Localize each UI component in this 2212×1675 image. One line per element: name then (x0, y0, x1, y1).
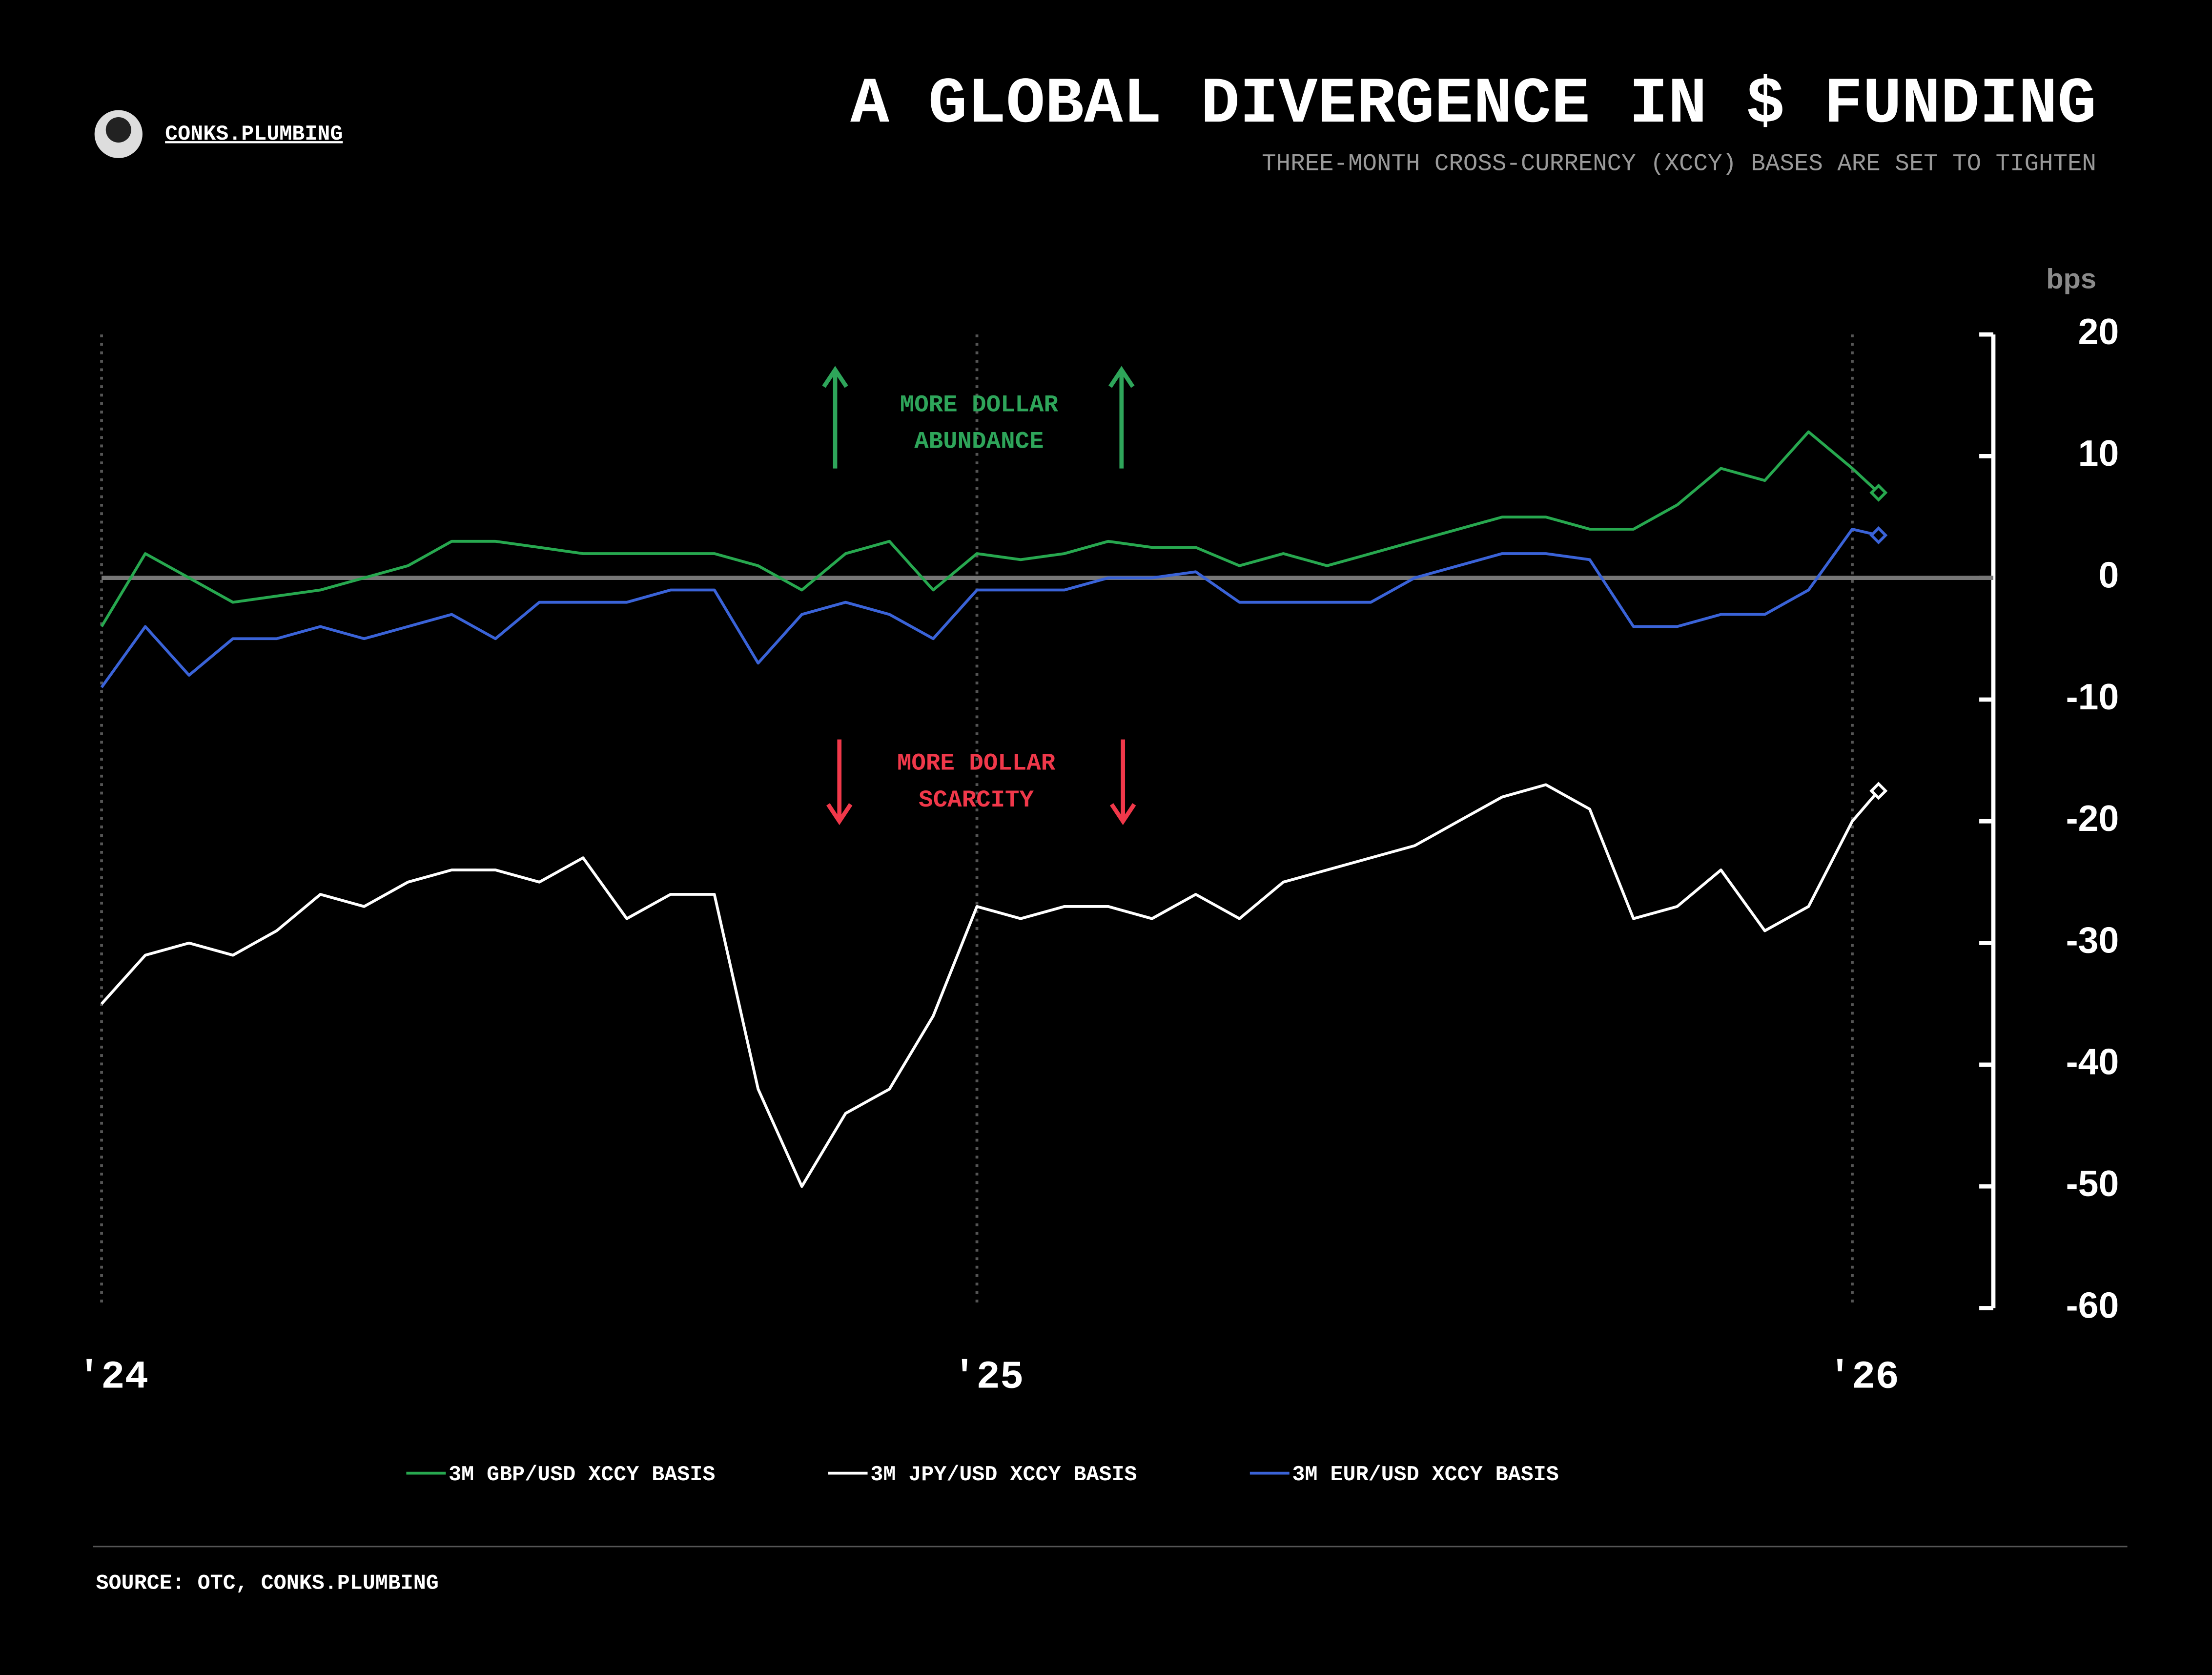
x-tick-label: '24 (77, 1355, 148, 1400)
series-line (100, 430, 1880, 627)
x-tick-label: '25 (953, 1355, 1024, 1400)
source: SOURCE: OTC, CONKS.PLUMBING (96, 1572, 439, 1595)
x-tick-label: '26 (1828, 1355, 1899, 1400)
brand-logo-face (105, 117, 131, 143)
y-tick-label: -60 (2066, 1284, 2119, 1325)
arrows (822, 366, 1136, 826)
up-arrow (1108, 366, 1135, 469)
series-line (100, 528, 1879, 688)
y-tick-label: 10 (2078, 433, 2119, 474)
series-line (100, 783, 1880, 1188)
end-marker (1869, 526, 1888, 544)
y-tick-label: -50 (2066, 1163, 2119, 1204)
legend-label: 3M JPY/USD XCCY BASIS (870, 1463, 1137, 1487)
up-arrow (822, 366, 848, 469)
y-tick-label: 20 (2078, 311, 2119, 352)
annotation: MORE DOLLAR (900, 392, 1059, 419)
y-axis-label: bps (2046, 264, 2096, 295)
y-tick-label: -40 (2066, 1041, 2119, 1082)
y-tick-label: -30 (2066, 919, 2119, 960)
y-tick-label: -20 (2066, 798, 2119, 839)
y-tick-label: 0 (2098, 555, 2119, 596)
legend-label: 3M GBP/USD XCCY BASIS (449, 1463, 715, 1487)
chart-subtitle: THREE-MONTH CROSS-CURRENCY (XCCY) BASES … (1262, 150, 2096, 177)
annotation: ABUNDANCE (914, 428, 1044, 455)
end-marker (1869, 782, 1888, 800)
chart-title: A GLOBAL DIVERGENCE IN $ FUNDING (850, 67, 2096, 141)
y-tick-label: -10 (2066, 676, 2119, 717)
down-arrow (1109, 739, 1136, 826)
down-arrow (826, 739, 853, 826)
annotation: MORE DOLLAR (897, 750, 1056, 777)
end-marker (1869, 483, 1888, 502)
legend-label: 3M EUR/USD XCCY BASIS (1292, 1463, 1559, 1487)
brand: CONKS.PLUMBING (165, 123, 343, 146)
annotation: SCARCITY (919, 786, 1034, 814)
